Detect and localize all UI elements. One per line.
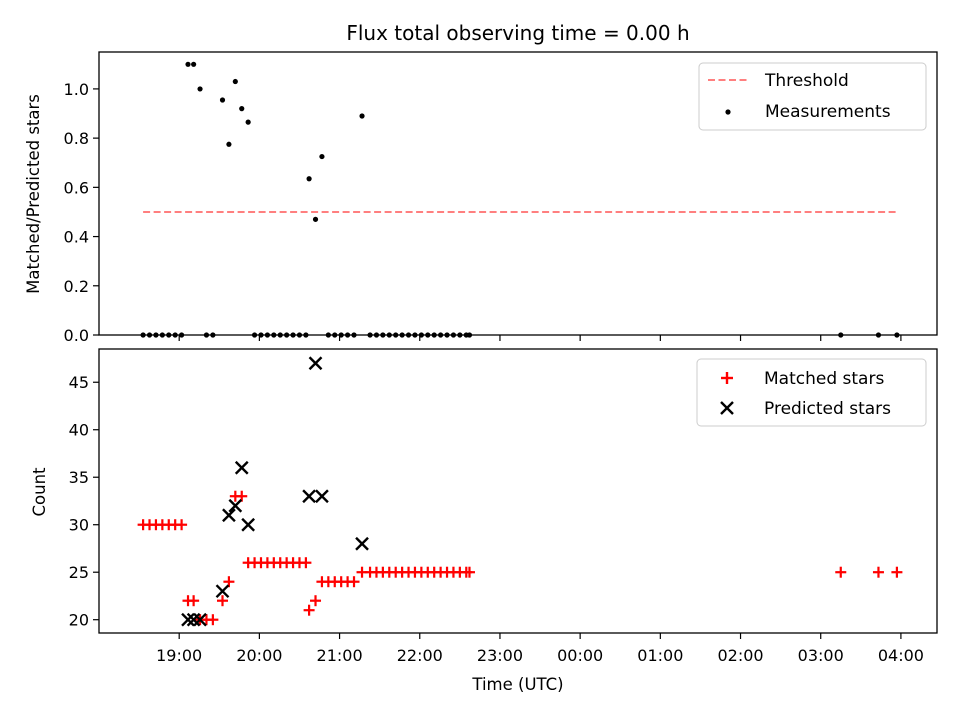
x-tick-label: 04:00 [878, 646, 924, 665]
measurement-point [185, 61, 191, 67]
predicted-star-marker [215, 584, 230, 599]
predicted-star-stroke-b [308, 356, 323, 371]
matched-star-marker [188, 595, 200, 607]
measurement-point [306, 176, 312, 182]
predicted-star-stroke-b [193, 612, 207, 627]
matched-star-marker [303, 604, 315, 616]
matched-star-marker [835, 566, 847, 578]
predicted-star-stroke-b [234, 460, 249, 475]
predicted-star-stroke-b [181, 612, 195, 627]
predicted-star-marker [302, 489, 316, 504]
legend-matched-label: Matched stars [764, 369, 884, 389]
bottom-y-tick-label: 40 [69, 421, 89, 440]
predicted-star-marker [315, 489, 329, 504]
measurement-point [219, 97, 226, 103]
predicted-star-stroke-b [302, 489, 316, 504]
top-y-ticks: 0.0 0.2 0.4 0.6 0.8 1.0 [64, 80, 99, 345]
bottom-y-tick-label: 45 [69, 373, 89, 392]
predicted-star-points [181, 356, 369, 627]
measurement-point [232, 78, 238, 85]
predicted-star-marker [193, 612, 207, 627]
x-tick-label: 01:00 [637, 646, 683, 665]
predicted-star-marker [241, 517, 256, 532]
matched-star-marker [310, 595, 322, 607]
predicted-star-marker [222, 508, 236, 523]
predicted-star-stroke-b [228, 498, 243, 513]
x-tick-label: 21:00 [317, 646, 363, 665]
measurement-point [319, 153, 325, 160]
predicted-star-stroke-b [222, 508, 236, 523]
bottom-y-tick-label: 35 [69, 468, 89, 487]
measurement-point [239, 106, 245, 112]
measurement-point [245, 119, 251, 125]
predicted-star-marker [181, 612, 195, 627]
matched-star-marker [872, 566, 884, 578]
top-y-axis-label: Matched/Predicted stars [24, 94, 43, 294]
x-tick-label: 23:00 [477, 646, 523, 665]
bottom-y-ticks: 20 25 30 35 40 45 [69, 373, 99, 630]
matched-star-points [137, 490, 903, 626]
bottom-y-tick-label: 20 [69, 611, 89, 630]
bottom-count-panel: Count Time (UTC) 20 25 30 35 40 45 19:00 20:00… [30, 348, 938, 694]
legend-predicted-label: Predicted stars [764, 399, 891, 419]
matched-star-marker [463, 566, 475, 578]
bottom-y-tick-label: 30 [69, 516, 89, 535]
matched-star-marker [348, 576, 360, 588]
x-axis-label: Time (UTC) [471, 675, 563, 694]
predicted-star-marker [228, 498, 243, 513]
top-y-tick-label: 0.2 [64, 277, 89, 296]
x-tick-label: 20:00 [236, 646, 282, 665]
matched-star-marker [300, 557, 312, 569]
bottom-axes-frame [98, 348, 938, 634]
top-y-tick-label: 0.0 [64, 326, 89, 345]
legend-measurement-swatch [725, 109, 731, 115]
top-axes-frame [98, 51, 938, 336]
predicted-star-marker [234, 460, 249, 475]
x-tick-label: 19:00 [156, 646, 202, 665]
x-tick-label: 22:00 [397, 646, 443, 665]
matched-star-marker [216, 595, 228, 607]
legend-measurement-label: Measurements [765, 102, 891, 122]
measurement-point [226, 141, 232, 147]
top-y-tick-label: 0.8 [64, 129, 89, 148]
bottom-y-axis-label: Count [30, 467, 49, 517]
predicted-star-marker [355, 536, 369, 551]
predicted-star-stroke-b [315, 489, 329, 504]
top-ratio-panel: Flux total observing time = 0.00 h Match… [24, 21, 938, 345]
predicted-star-stroke-b [241, 517, 256, 532]
x-tick-label: 03:00 [798, 646, 844, 665]
predicted-star-marker [308, 356, 323, 371]
matched-star-marker [176, 519, 188, 531]
legend-predicted-swatch [720, 401, 734, 415]
x-tick-label: 00:00 [557, 646, 603, 665]
legend-matched-swatch [721, 372, 733, 384]
bottom-y-tick-label: 25 [69, 563, 89, 582]
x-tick-label: 02:00 [717, 646, 763, 665]
matched-star-marker [207, 614, 219, 626]
bottom-legend-box [696, 358, 927, 427]
legend-threshold-label: Threshold [764, 71, 849, 91]
measurement-point [359, 113, 365, 119]
top-y-tick-label: 1.0 [64, 80, 89, 99]
bottom-x-ticks: 19:00 20:00 21:00 22:00 23:00 00:00 01:00 02:00… [156, 633, 924, 665]
matched-star-marker [223, 576, 235, 588]
top-legend: Threshold Measurements [698, 62, 927, 131]
matched-star-marker [236, 490, 248, 502]
predicted-star-stroke-b [355, 536, 369, 551]
top-x-ticks [178, 335, 902, 341]
predicted-star-stroke-b [215, 584, 230, 599]
measurement-point [197, 86, 203, 92]
top-y-tick-label: 0.4 [64, 228, 89, 247]
top-legend-box [698, 62, 927, 131]
measurement-point [312, 216, 319, 222]
matched-star-marker [891, 566, 903, 578]
measurement-point [191, 61, 197, 67]
bottom-legend: Matched stars Predicted stars [696, 358, 927, 427]
top-y-tick-label: 0.6 [64, 178, 89, 197]
chart-title: Flux total observing time = 0.00 h [346, 21, 689, 45]
